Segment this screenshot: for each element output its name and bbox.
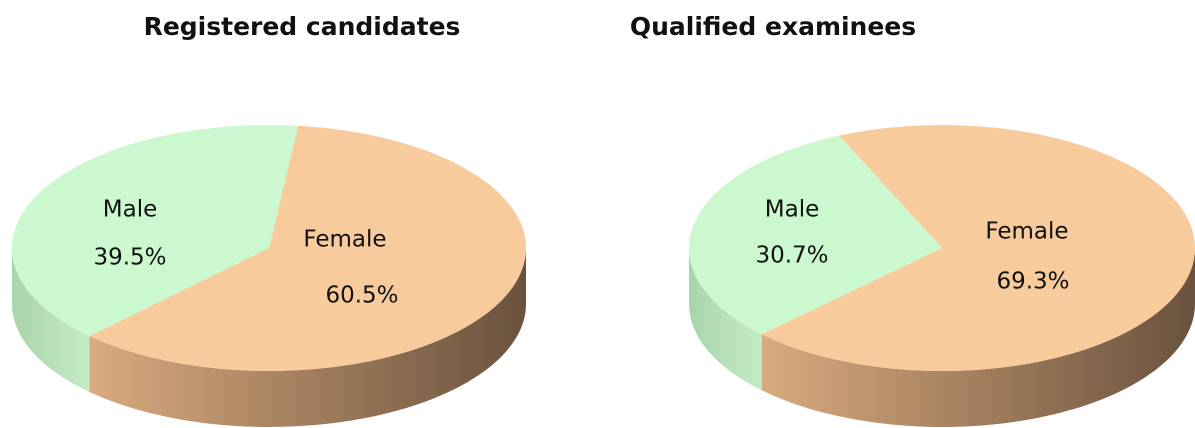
- pie-side: [12, 248, 90, 393]
- chart-title: Registered candidates: [144, 12, 461, 41]
- chart-title: Qualified examinees: [630, 12, 916, 41]
- pie-slice: [11, 125, 299, 337]
- pie-slice: [89, 125, 527, 371]
- slice-label: Male: [765, 197, 819, 223]
- pie-slice: [761, 125, 1195, 371]
- pie-side: [761, 248, 1195, 427]
- slice-value: 30.7%: [755, 243, 828, 269]
- slice-label: Female: [303, 227, 386, 253]
- pie-side: [89, 248, 527, 427]
- slice-label: Female: [985, 219, 1068, 245]
- pie-slice: [689, 135, 942, 335]
- slice-value: 60.5%: [325, 283, 398, 309]
- slice-value: 69.3%: [996, 269, 1069, 295]
- slice-label: Male: [103, 197, 157, 223]
- slice-value: 39.5%: [93, 245, 166, 271]
- pie-side: [689, 248, 762, 391]
